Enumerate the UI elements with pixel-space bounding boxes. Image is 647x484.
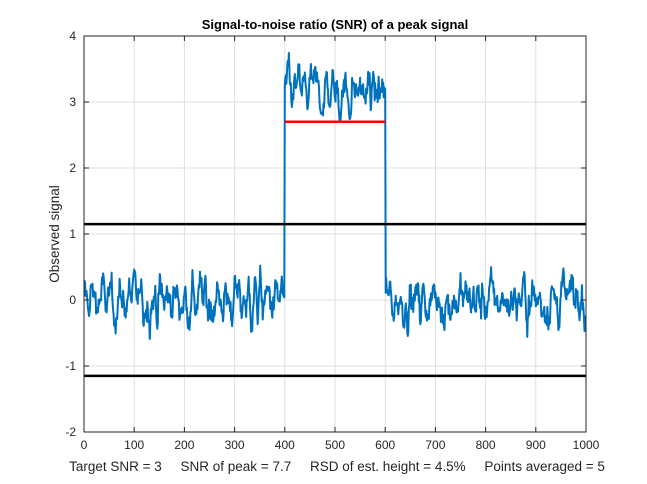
x-tick-label: 200: [174, 438, 194, 452]
x-tick-label: 700: [425, 438, 445, 452]
threshold-lines: [84, 222, 586, 378]
x-tick-label: 0: [81, 438, 88, 452]
y-tick-label: 1: [69, 227, 76, 241]
y-tick-label: 3: [69, 95, 76, 109]
y-tick-label: 2: [69, 161, 76, 175]
y-tick-label: -2: [65, 425, 76, 439]
y-axis-label: Observed signal: [47, 185, 62, 283]
y-ticks: -2 -1 0 1 2 3 4: [65, 29, 586, 439]
x-tick-label: 900: [526, 438, 546, 452]
chart-title: Signal-to-noise ratio (SNR) of a peak si…: [202, 17, 469, 32]
x-tick-label: 1000: [573, 438, 600, 452]
x-tick-label: 800: [476, 438, 496, 452]
x-tick-label: 400: [275, 438, 295, 452]
x-axis-label: Target SNR = 3 SNR of peak = 7.7 RSD of …: [69, 459, 605, 474]
x-tick-label: 500: [325, 438, 345, 452]
y-tick-label: -1: [65, 359, 76, 373]
x-ticks: 0 100 200 300 400 500 600 700 800 900 1000: [81, 36, 600, 452]
y-tick-label: 0: [69, 293, 76, 307]
x-tick-label: 300: [225, 438, 245, 452]
x-tick-label: 600: [375, 438, 395, 452]
series-group: [83, 51, 587, 340]
y-tick-label: 4: [69, 29, 76, 43]
x-tick-label: 100: [124, 438, 144, 452]
signal-line: [83, 51, 587, 340]
